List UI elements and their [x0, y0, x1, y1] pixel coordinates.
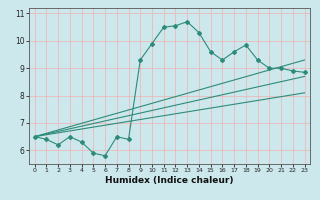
X-axis label: Humidex (Indice chaleur): Humidex (Indice chaleur)	[105, 176, 234, 185]
